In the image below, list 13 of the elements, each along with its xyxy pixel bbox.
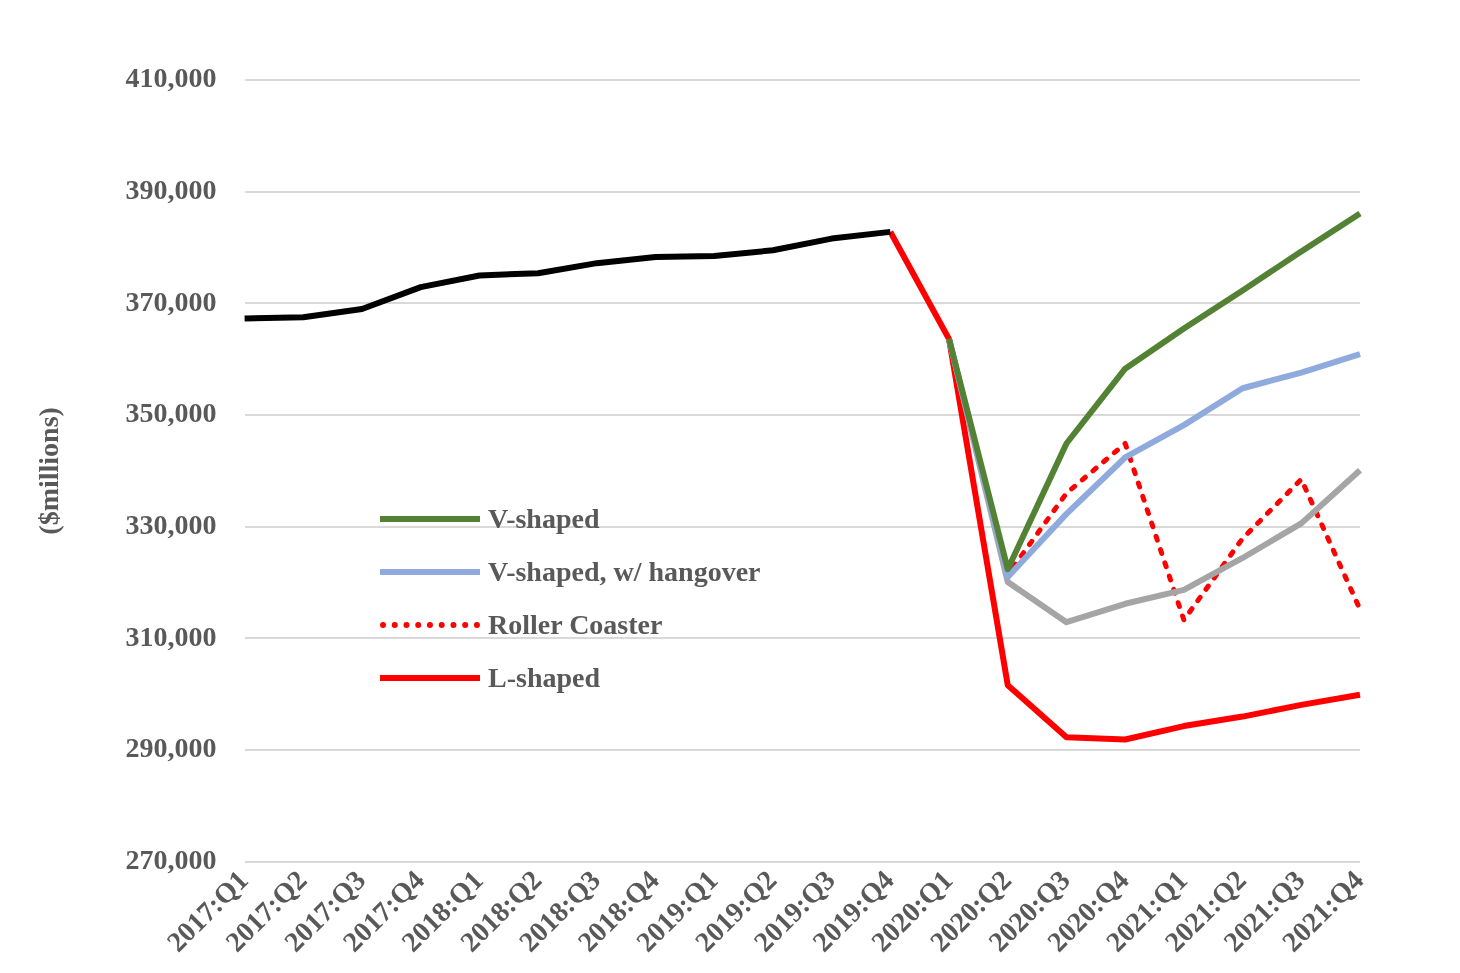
legend-label: L-shaped bbox=[488, 661, 601, 694]
legend-label: V-shaped bbox=[488, 502, 600, 535]
y-tick-label: 390,000 bbox=[125, 173, 217, 205]
y-tick-label: 410,000 bbox=[125, 62, 217, 94]
y-tick-label: 330,000 bbox=[125, 508, 217, 540]
y-tick-label: 290,000 bbox=[125, 732, 217, 764]
legend-label: Roller Coaster bbox=[488, 608, 663, 641]
y-tick-label: 310,000 bbox=[125, 620, 217, 652]
y-tick-label: 270,000 bbox=[125, 843, 217, 875]
y-tick-label: 350,000 bbox=[125, 397, 217, 429]
y-tick-label: 370,000 bbox=[125, 285, 217, 317]
y-axis-title: ($millions) bbox=[33, 407, 65, 535]
legend-label: V-shaped, w/ hangover bbox=[488, 555, 761, 588]
